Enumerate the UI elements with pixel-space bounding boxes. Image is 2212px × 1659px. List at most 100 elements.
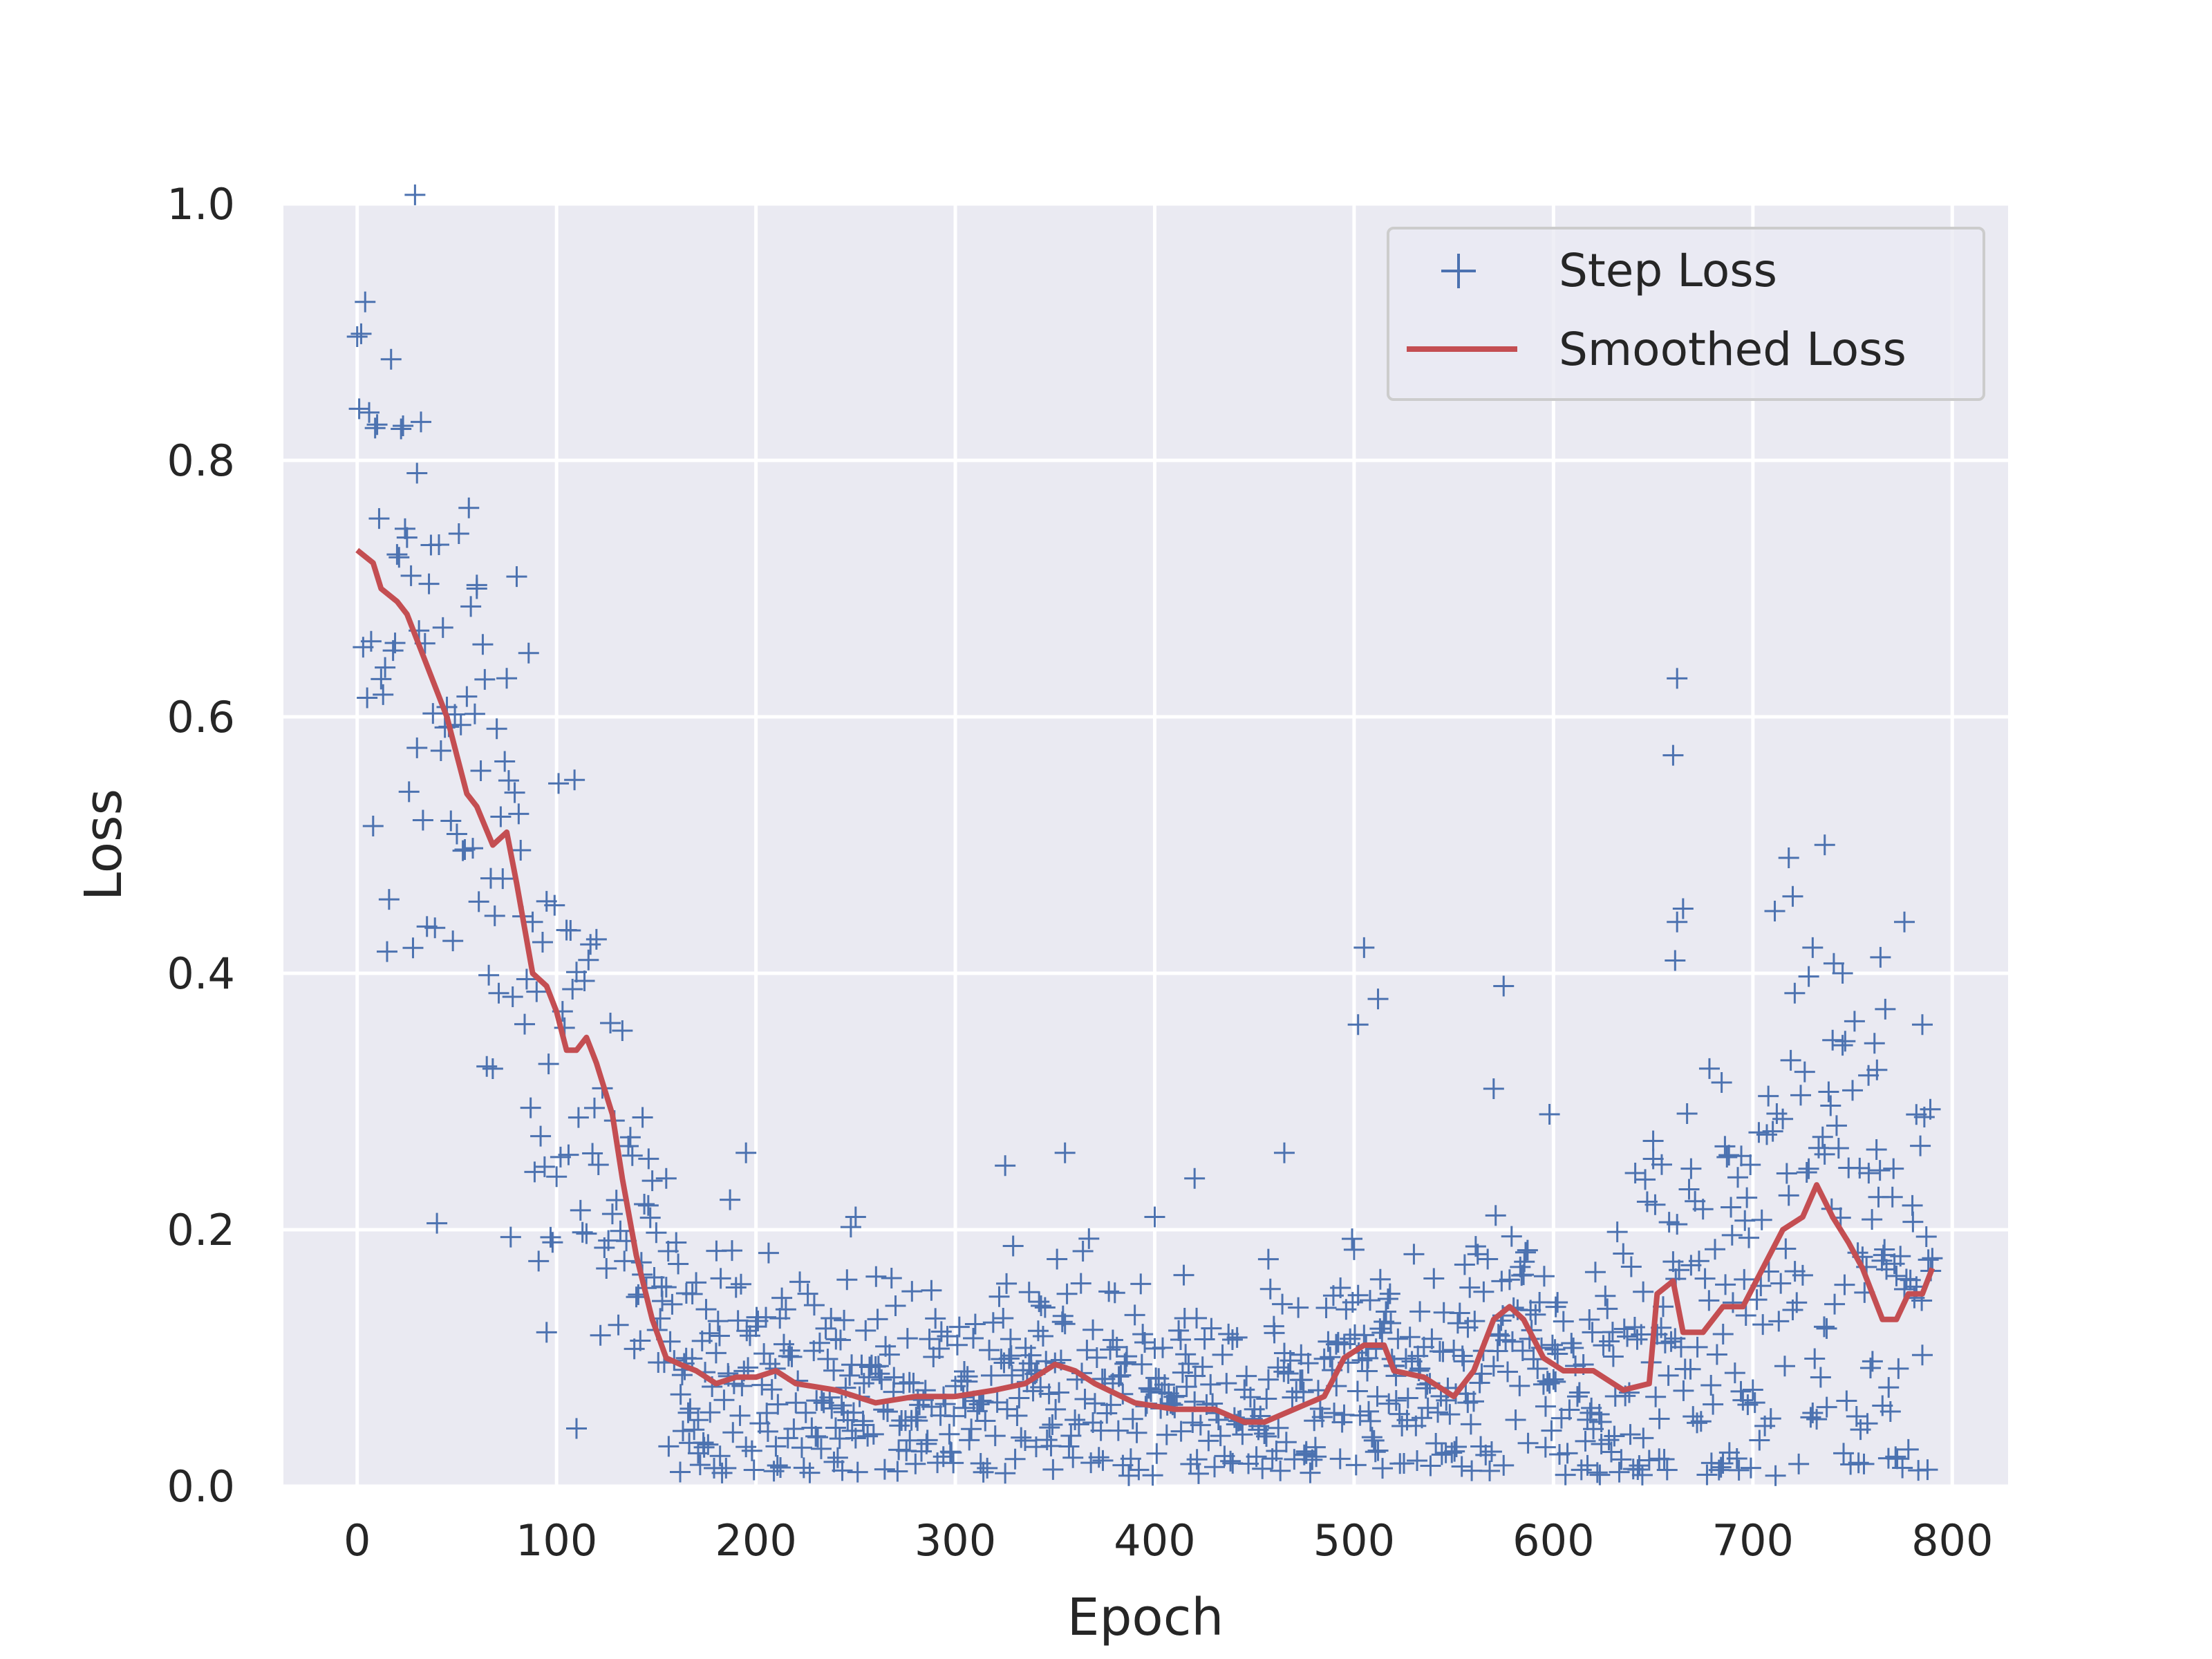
step-loss-point bbox=[1869, 1160, 1891, 1181]
step-loss-point bbox=[1662, 744, 1684, 766]
step-loss-point bbox=[1744, 1392, 1765, 1414]
step-loss-point bbox=[1423, 1268, 1445, 1289]
step-loss-point bbox=[722, 1422, 744, 1443]
step-loss-point bbox=[1481, 1441, 1502, 1462]
step-loss-point bbox=[1598, 1430, 1620, 1451]
step-loss-point bbox=[1409, 1301, 1431, 1322]
step-loss-point bbox=[1009, 1387, 1030, 1409]
step-loss-point bbox=[536, 890, 557, 912]
step-loss-point bbox=[422, 703, 444, 724]
step-loss-point bbox=[1014, 1430, 1035, 1452]
plot-background bbox=[283, 204, 2008, 1486]
step-loss-point bbox=[1871, 1250, 1893, 1271]
smoothed-loss-line bbox=[355, 547, 1936, 1425]
step-loss-point bbox=[1764, 901, 1785, 922]
step-loss-point bbox=[1857, 1413, 1878, 1434]
step-loss-point bbox=[1444, 1441, 1465, 1462]
step-loss-point bbox=[1049, 1382, 1070, 1403]
step-loss-point bbox=[928, 1338, 950, 1360]
step-loss-point bbox=[1849, 1157, 1871, 1179]
step-loss-point bbox=[1730, 1380, 1752, 1402]
step-loss-point bbox=[1752, 1314, 1774, 1335]
step-loss-point bbox=[1420, 1455, 1441, 1477]
step-loss-point bbox=[1886, 1265, 1907, 1286]
step-loss-point bbox=[1698, 1058, 1720, 1079]
step-loss-point bbox=[1130, 1273, 1152, 1295]
step-loss-point bbox=[1246, 1446, 1267, 1468]
y-tick-label: 1.0 bbox=[167, 179, 235, 229]
step-loss-point bbox=[1832, 1035, 1853, 1056]
step-loss-point bbox=[1778, 847, 1799, 869]
step-loss-point bbox=[995, 1155, 1016, 1177]
step-loss-point bbox=[1911, 1014, 1933, 1035]
step-loss-point bbox=[1864, 1033, 1885, 1054]
step-loss-point bbox=[771, 1287, 793, 1309]
step-loss-point bbox=[1088, 1447, 1109, 1468]
y-tick-label: 0.4 bbox=[167, 948, 235, 999]
step-loss-point bbox=[1142, 1465, 1163, 1486]
step-loss-point bbox=[1270, 1460, 1291, 1481]
step-loss-point bbox=[538, 1053, 559, 1075]
step-loss-point bbox=[1369, 1268, 1391, 1290]
step-loss-point bbox=[494, 751, 516, 772]
step-loss-point bbox=[1330, 1277, 1351, 1298]
step-loss-point bbox=[1361, 1427, 1382, 1448]
step-loss-point bbox=[1107, 1420, 1129, 1441]
step-loss-point bbox=[1176, 1376, 1197, 1398]
step-loss-point bbox=[1550, 1407, 1572, 1429]
step-loss-point bbox=[1824, 1293, 1846, 1315]
step-loss-point bbox=[1735, 1305, 1756, 1327]
step-loss-point bbox=[670, 1384, 691, 1405]
step-loss-point bbox=[1034, 1297, 1056, 1318]
step-loss-point bbox=[368, 508, 390, 529]
step-loss-point bbox=[715, 1457, 737, 1479]
step-loss-point bbox=[1221, 1329, 1243, 1350]
step-loss-point bbox=[1120, 1448, 1141, 1470]
step-loss-point bbox=[488, 982, 509, 1004]
y-tick-label: 0.8 bbox=[167, 435, 235, 486]
step-loss-point bbox=[1539, 1104, 1560, 1125]
step-loss-point bbox=[879, 1344, 900, 1365]
step-loss-point bbox=[1212, 1344, 1233, 1365]
step-loss-point bbox=[1706, 1344, 1727, 1365]
step-loss-point bbox=[1065, 1409, 1086, 1431]
step-loss-point bbox=[1360, 1410, 1381, 1432]
step-loss-point bbox=[736, 1320, 758, 1342]
step-loss-point bbox=[957, 1366, 978, 1387]
step-loss-point bbox=[1062, 1447, 1084, 1468]
step-loss-point bbox=[1122, 1408, 1143, 1430]
step-loss-point bbox=[743, 1459, 765, 1481]
step-loss-point bbox=[1132, 1324, 1154, 1345]
step-loss-point bbox=[510, 840, 532, 861]
step-loss-point bbox=[1721, 1197, 1742, 1218]
step-loss-point bbox=[757, 1421, 778, 1442]
step-loss-point bbox=[721, 1240, 742, 1262]
step-loss-point bbox=[466, 578, 487, 599]
step-loss-point bbox=[375, 657, 396, 678]
step-loss-point bbox=[1236, 1365, 1257, 1387]
step-loss-point bbox=[689, 1454, 711, 1476]
step-loss-point bbox=[682, 1348, 703, 1369]
step-loss-point bbox=[1280, 1350, 1301, 1371]
step-loss-point bbox=[666, 1232, 687, 1253]
step-loss-point bbox=[1620, 1256, 1642, 1277]
step-loss-point bbox=[596, 1257, 617, 1279]
step-loss-point bbox=[1447, 1313, 1468, 1334]
step-loss-point bbox=[1084, 1393, 1105, 1414]
step-loss-point bbox=[448, 523, 469, 545]
step-loss-point bbox=[1724, 1362, 1745, 1384]
step-loss-point bbox=[720, 1189, 741, 1210]
step-loss-point bbox=[874, 1459, 895, 1480]
step-loss-point bbox=[504, 782, 525, 803]
step-loss-point bbox=[1862, 1209, 1883, 1230]
step-loss-point bbox=[1635, 1169, 1656, 1190]
step-loss-point bbox=[954, 1361, 975, 1382]
step-loss-point bbox=[621, 1145, 643, 1166]
step-loss-point bbox=[1427, 1402, 1449, 1423]
step-loss-point bbox=[1485, 1205, 1506, 1226]
step-loss-point bbox=[1479, 1460, 1501, 1481]
step-loss-point bbox=[1170, 1421, 1192, 1442]
step-loss-point bbox=[598, 1230, 619, 1251]
step-loss-point bbox=[1138, 1378, 1159, 1399]
step-loss-point bbox=[1006, 1405, 1028, 1426]
